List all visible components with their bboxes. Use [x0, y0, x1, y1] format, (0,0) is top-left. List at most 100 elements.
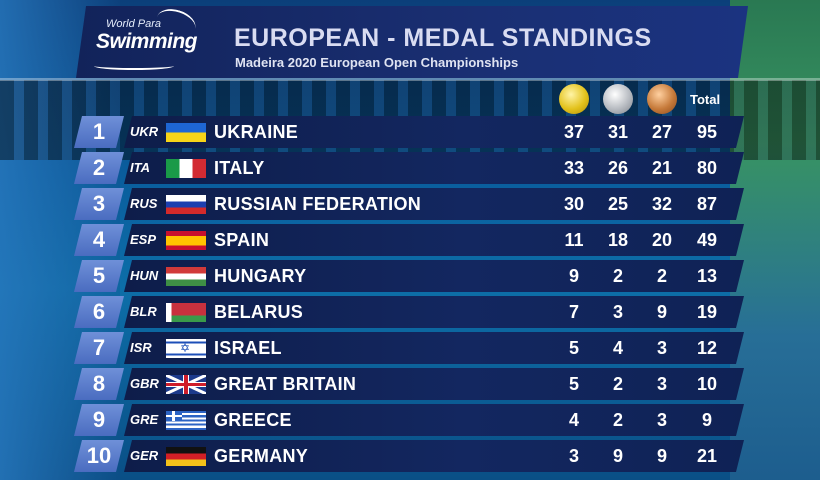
total-count: 49	[696, 230, 718, 250]
row-background	[124, 440, 744, 472]
country-name: GERMANY	[214, 446, 309, 466]
logo-top-text: World Para	[106, 18, 162, 30]
hungary-flag-icon	[166, 267, 206, 286]
gold-count: 37	[563, 122, 585, 142]
rank-badge: 4	[74, 224, 124, 256]
rank-badge: 10	[74, 440, 124, 472]
bronze-count: 20	[651, 230, 673, 250]
rank-badge: 7	[74, 332, 124, 364]
rank-badge: 2	[74, 152, 124, 184]
star-of-david-icon: ✡	[180, 341, 191, 355]
bronze-count: 9	[656, 302, 667, 322]
silver-count: 9	[612, 446, 623, 466]
country-code: ESP	[130, 232, 157, 247]
bronze-count: 9	[656, 446, 667, 466]
great-britain-flag-icon	[166, 375, 206, 394]
page-title: EUROPEAN - MEDAL STANDINGS	[234, 24, 652, 52]
row-background	[124, 404, 744, 436]
table-row: 6 BLR BELARUS 7 3 9 19	[74, 296, 744, 328]
country-code: ISR	[130, 340, 152, 355]
total-count: 9	[701, 410, 712, 430]
israel-flag-icon: ✡	[166, 339, 206, 358]
greece-flag-icon	[166, 411, 206, 430]
total-column-header: Total	[690, 92, 721, 107]
total-count: 19	[696, 302, 718, 322]
silver-count: 3	[612, 302, 623, 322]
country-name: RUSSIAN FEDERATION	[214, 194, 422, 214]
silver-count: 26	[607, 158, 629, 178]
country-code: ITA	[130, 160, 150, 175]
table-row: 8 GBR GREAT BRITAIN 5 2 3 10	[74, 368, 744, 400]
bronze-count: 27	[651, 122, 673, 142]
country-code: HUN	[130, 268, 159, 283]
country-code: RUS	[130, 196, 158, 211]
gold-count: 9	[568, 266, 579, 286]
country-code: GER	[130, 448, 159, 463]
bronze-count: 32	[651, 194, 673, 214]
country-name: ITALY	[214, 158, 265, 178]
table-row: 3 RUS RUSSIAN FEDERATION 30 25 32 87	[74, 188, 744, 220]
country-code: GBR	[130, 376, 159, 391]
silver-count: 2	[612, 410, 623, 430]
bronze-count: 21	[651, 158, 673, 178]
total-count: 87	[696, 194, 718, 214]
silver-medal-icon	[603, 84, 633, 114]
bronze-count: 3	[656, 410, 667, 430]
silver-count: 31	[607, 122, 629, 142]
row-background	[124, 116, 744, 148]
gold-count: 11	[564, 230, 584, 250]
standings-header	[76, 6, 748, 78]
rank-badge: 5	[74, 260, 124, 292]
total-count: 80	[696, 158, 718, 178]
rank-badge: 1	[74, 116, 124, 148]
silver-count: 18	[607, 230, 629, 250]
rank-badge: 9	[74, 404, 124, 436]
gold-count: 4	[568, 410, 579, 430]
table-row: 5 HUN HUNGARY 9 2 2 13	[74, 260, 744, 292]
row-background	[124, 152, 744, 184]
silver-count: 4	[612, 338, 623, 358]
country-name: SPAIN	[214, 230, 270, 250]
logo-underline-swoosh-icon	[94, 62, 174, 70]
country-name: ISRAEL	[214, 338, 282, 358]
country-name: GREECE	[214, 410, 292, 430]
total-count: 21	[696, 446, 718, 466]
rank-badge: 8	[74, 368, 124, 400]
table-row: 1 UKR UKRAINE 37 31 27 95	[74, 116, 744, 148]
belarus-flag-icon	[166, 303, 206, 322]
pool-divider-line	[0, 78, 820, 81]
total-count: 13	[696, 266, 718, 286]
page-subtitle: Madeira 2020 European Open Championships	[235, 55, 519, 70]
gold-count: 3	[568, 446, 579, 466]
gold-count: 30	[563, 194, 585, 214]
country-code: UKR	[130, 124, 159, 139]
italy-flag-icon	[166, 159, 206, 178]
germany-flag-icon	[166, 447, 206, 466]
total-count: 10	[696, 374, 718, 394]
country-name: BELARUS	[214, 302, 304, 322]
table-row: 9 GRE GREECE 4 2 3 9	[74, 404, 744, 436]
country-code: BLR	[130, 304, 157, 319]
russia-flag-icon	[166, 195, 206, 214]
gold-count: 33	[563, 158, 585, 178]
bronze-count: 2	[656, 266, 667, 286]
row-background	[124, 332, 744, 364]
row-background	[124, 296, 744, 328]
ukraine-flag-icon	[166, 123, 206, 142]
gold-count: 7	[568, 302, 579, 322]
bronze-count: 3	[656, 374, 667, 394]
pool-background-right	[730, 0, 820, 480]
table-row: 7 ISR ✡ ISRAEL 5 4 3 12	[74, 332, 744, 364]
silver-count: 25	[607, 194, 629, 214]
silver-count: 2	[612, 266, 623, 286]
total-count: 12	[696, 338, 718, 358]
logo-main-text: Swimming	[96, 30, 198, 53]
rank-badge: 6	[74, 296, 124, 328]
country-name: GREAT BRITAIN	[214, 374, 357, 394]
bronze-count: 3	[656, 338, 667, 358]
gold-medal-icon	[559, 84, 589, 114]
total-count: 95	[696, 122, 718, 142]
table-row: 2 ITA ITALY 33 26 21 80	[74, 152, 744, 184]
row-background	[124, 224, 744, 256]
country-name: HUNGARY	[214, 266, 307, 286]
